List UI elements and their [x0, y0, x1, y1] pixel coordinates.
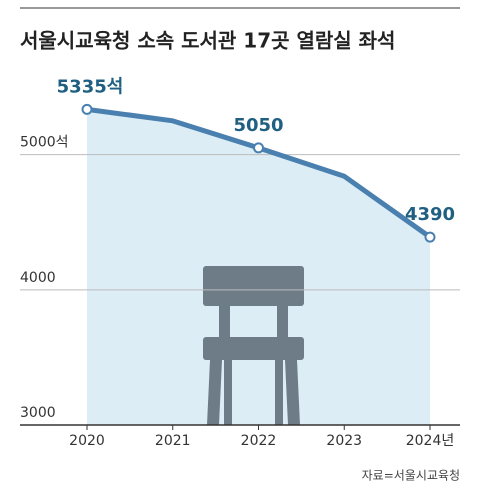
point-marker [81, 103, 93, 115]
y-tick-label: 5000석 [20, 135, 69, 151]
chair-icon [203, 266, 304, 425]
x-tick-label: 2020 [69, 433, 105, 449]
data-label: 5050 [233, 115, 283, 136]
y-tick-label: 3000 [20, 405, 56, 421]
point-marker [253, 142, 264, 154]
chart-title: 서울시교육청 소속 도서관 17곳 열람실 좌석 [20, 29, 395, 53]
data-label: 5335석 [57, 76, 124, 97]
x-tick-label: 2021 [155, 433, 191, 449]
point-marker [424, 231, 436, 243]
source: 자료=서울시교육청 [362, 469, 460, 483]
x-tick-label: 2022 [241, 433, 277, 449]
x-tick-label: 2024년 [406, 433, 455, 449]
data-label: 4390 [405, 204, 455, 225]
y-tick-label: 4000 [20, 270, 56, 286]
x-tick-label: 2023 [326, 433, 362, 449]
